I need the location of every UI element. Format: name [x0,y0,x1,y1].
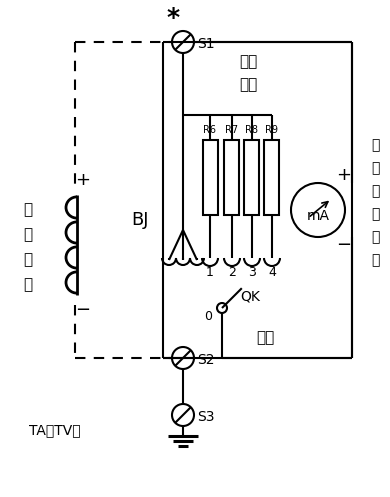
Text: 电: 电 [371,138,379,152]
Text: R7: R7 [225,125,239,135]
Text: −: − [75,301,90,319]
Text: R6: R6 [204,125,216,135]
Text: 式: 式 [371,184,379,198]
Text: QK: QK [240,289,260,303]
Text: 黑柱: 黑柱 [256,331,274,345]
Bar [264,140,280,215]
Text: *: * [167,6,179,30]
Text: +: + [337,166,351,184]
Text: 3: 3 [248,265,256,278]
Circle shape [217,303,227,313]
Text: 红柱: 红柱 [239,55,257,70]
Text: −: − [337,236,351,254]
Bar [225,140,239,215]
Text: 组: 组 [23,277,32,293]
Text: 磁: 磁 [371,161,379,175]
Text: S3: S3 [197,410,214,424]
Text: 安: 安 [371,230,379,244]
Text: 4: 4 [268,265,276,278]
Text: 绕: 绕 [23,252,32,267]
Text: TA（TV）: TA（TV） [29,423,81,437]
Text: mA: mA [307,209,330,223]
Text: 表: 表 [371,253,379,267]
Text: R9: R9 [266,125,278,135]
Text: R8: R8 [245,125,259,135]
Text: 输入: 输入 [239,78,257,92]
Text: +: + [76,171,90,189]
Text: S2: S2 [197,353,214,367]
Text: 1: 1 [206,265,214,278]
Text: 0: 0 [204,310,212,323]
Text: 二: 二 [23,202,32,218]
Text: S1: S1 [197,37,214,51]
Bar [245,140,259,215]
Text: 毫: 毫 [371,207,379,221]
Text: 2: 2 [228,265,236,278]
Text: BJ: BJ [131,211,149,229]
Text: 次: 次 [23,228,32,243]
Bar [202,140,218,215]
